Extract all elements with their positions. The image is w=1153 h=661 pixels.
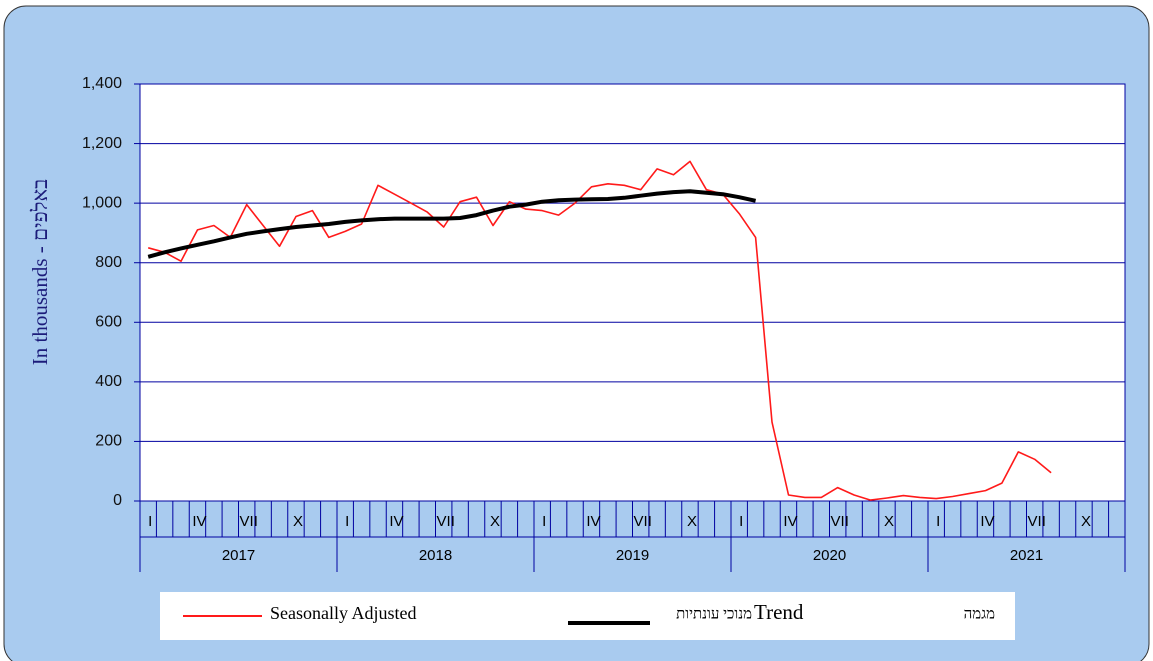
y-tick-label: 400 xyxy=(95,373,122,390)
year-label: 2020 xyxy=(813,547,846,564)
y-tick-label: 0 xyxy=(113,492,122,509)
y-tick-label: 1,200 xyxy=(82,135,122,152)
x-tick-label: I xyxy=(936,513,940,530)
y-tick-label: 1,400 xyxy=(82,75,122,92)
x-tick-label: IV xyxy=(586,513,600,530)
legend-hebrew: מנוכי עונתיות xyxy=(676,606,752,622)
y-axis-label: In thousands - באלפים xyxy=(28,179,52,365)
series-line xyxy=(147,189,757,259)
x-tick-label: X xyxy=(490,513,500,530)
y-tick-label: 1,000 xyxy=(82,194,122,211)
y-tick-label: 800 xyxy=(95,254,122,271)
x-tick-label: IV xyxy=(192,513,206,530)
plot-area xyxy=(139,83,1126,502)
x-tick-label: IV xyxy=(783,513,797,530)
x-tick-label: I xyxy=(739,513,743,530)
legend-label: Trend xyxy=(754,600,804,624)
legend-hebrew: מגמה xyxy=(964,606,995,622)
x-tick-label: X xyxy=(293,513,303,530)
year-label: 2018 xyxy=(419,547,452,564)
x-tick-label: VII xyxy=(437,513,455,530)
legend xyxy=(160,592,1015,640)
legend-label: Seasonally Adjusted xyxy=(270,603,417,623)
x-tick-label: I xyxy=(345,513,349,530)
x-tick-label: I xyxy=(542,513,546,530)
year-label: 2019 xyxy=(616,547,649,564)
year-label: 2017 xyxy=(222,547,255,564)
x-tick-label: X xyxy=(1081,513,1091,530)
x-tick-label: VII xyxy=(634,513,652,530)
x-tick-label: VII xyxy=(1028,513,1046,530)
year-label: 2021 xyxy=(1010,547,1043,564)
x-tick-label: I xyxy=(148,513,152,530)
x-tick-label: IV xyxy=(980,513,994,530)
y-tick-label: 200 xyxy=(95,433,122,450)
x-tick-label: VII xyxy=(240,513,258,530)
x-tick-label: X xyxy=(884,513,894,530)
x-tick-label: X xyxy=(687,513,697,530)
y-tick-label: 600 xyxy=(95,314,122,331)
series-line xyxy=(147,160,1052,501)
x-tick-label: IV xyxy=(389,513,403,530)
x-tick-label: VII xyxy=(831,513,849,530)
